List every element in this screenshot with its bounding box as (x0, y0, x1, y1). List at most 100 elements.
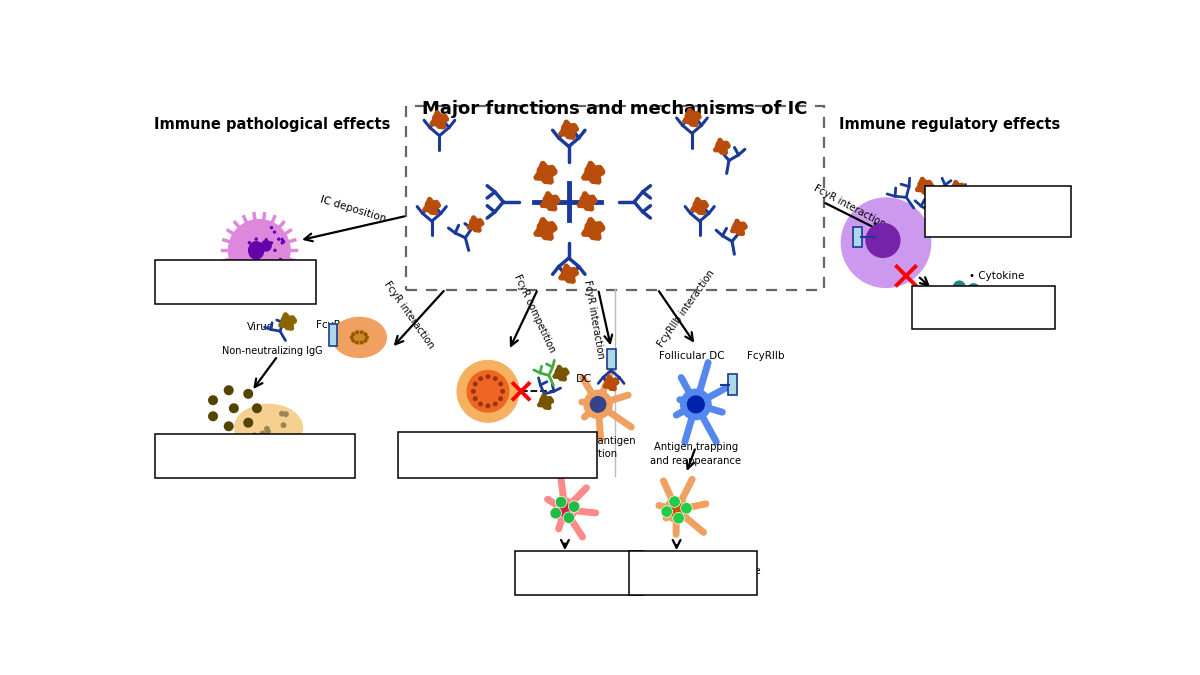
Circle shape (270, 241, 274, 244)
Circle shape (841, 198, 931, 288)
Circle shape (263, 271, 265, 274)
Polygon shape (683, 109, 701, 126)
Text: FcyR: FcyR (317, 320, 341, 330)
Circle shape (968, 284, 979, 296)
Text: IC deposition: IC deposition (319, 195, 388, 224)
Text: D.: D. (528, 566, 541, 576)
Circle shape (473, 381, 478, 387)
Circle shape (364, 339, 367, 342)
Circle shape (866, 223, 900, 257)
Text: F.: F. (924, 300, 935, 310)
Polygon shape (714, 138, 730, 155)
Circle shape (569, 501, 580, 512)
Circle shape (259, 431, 265, 437)
Polygon shape (534, 218, 557, 240)
Text: E.: E. (642, 566, 654, 576)
Polygon shape (553, 365, 569, 381)
Circle shape (281, 422, 287, 428)
Circle shape (269, 435, 275, 441)
Circle shape (208, 411, 218, 421)
Circle shape (550, 508, 562, 519)
Circle shape (281, 241, 284, 244)
Circle shape (688, 396, 704, 413)
Ellipse shape (235, 404, 302, 451)
Circle shape (954, 308, 965, 320)
Circle shape (271, 436, 277, 441)
FancyBboxPatch shape (853, 227, 862, 247)
Text: activation: activation (972, 219, 1024, 228)
Text: FcyRIIb interaction: FcyRIIb interaction (656, 268, 718, 348)
Circle shape (556, 496, 566, 508)
Polygon shape (949, 181, 965, 196)
Text: and reappearance: and reappearance (650, 456, 742, 466)
FancyBboxPatch shape (329, 324, 337, 346)
Circle shape (360, 330, 364, 334)
Text: FcyRIIb: FcyRIIb (748, 351, 785, 361)
Polygon shape (731, 219, 748, 236)
Text: Antibody response: Antibody response (660, 566, 761, 576)
Circle shape (264, 426, 270, 432)
Text: presentation: presentation (554, 450, 617, 460)
Circle shape (260, 244, 264, 247)
Text: enhancement: enhancement (642, 580, 714, 589)
Text: Virus: Virus (247, 323, 274, 332)
Circle shape (352, 332, 355, 336)
Circle shape (244, 418, 253, 428)
Polygon shape (467, 216, 484, 232)
Circle shape (277, 238, 281, 241)
Circle shape (958, 295, 968, 306)
Text: A.: A. (170, 275, 184, 285)
Circle shape (467, 371, 509, 412)
Circle shape (673, 512, 684, 524)
Circle shape (498, 396, 503, 401)
Circle shape (223, 385, 234, 396)
Text: inflammatory responses: inflammatory responses (924, 315, 1051, 325)
Circle shape (272, 265, 275, 268)
Circle shape (278, 258, 282, 261)
Text: B.: B. (170, 449, 182, 459)
Circle shape (954, 281, 965, 293)
Polygon shape (582, 218, 605, 240)
Circle shape (274, 248, 277, 252)
Text: Suppression of FcyR-dependent: Suppression of FcyR-dependent (428, 444, 587, 454)
Circle shape (974, 295, 985, 306)
Circle shape (272, 230, 276, 234)
Circle shape (500, 389, 505, 394)
Circle shape (680, 502, 692, 514)
Circle shape (942, 300, 954, 313)
Circle shape (283, 411, 289, 417)
Circle shape (280, 410, 284, 416)
Circle shape (558, 504, 571, 516)
Polygon shape (430, 111, 449, 129)
Circle shape (360, 341, 364, 344)
Text: FcyR interaction: FcyR interaction (582, 279, 605, 359)
Circle shape (242, 263, 245, 267)
Polygon shape (916, 178, 934, 194)
Circle shape (257, 248, 260, 251)
Circle shape (229, 403, 239, 413)
Text: Major functions and mechanisms of IC: Major functions and mechanisms of IC (422, 101, 808, 118)
Circle shape (244, 389, 253, 399)
Circle shape (584, 390, 612, 418)
Circle shape (282, 240, 286, 244)
Circle shape (473, 396, 478, 401)
Ellipse shape (248, 242, 264, 259)
Circle shape (470, 389, 475, 394)
FancyBboxPatch shape (629, 551, 757, 595)
Text: Tissue injury: Tissue injury (170, 290, 238, 299)
Circle shape (223, 421, 234, 431)
Circle shape (942, 289, 954, 300)
Circle shape (355, 341, 359, 344)
FancyBboxPatch shape (925, 186, 1070, 236)
Circle shape (272, 269, 276, 272)
FancyBboxPatch shape (398, 432, 598, 477)
Circle shape (247, 418, 253, 425)
Circle shape (268, 435, 274, 441)
Text: FcyR competition: FcyR competition (512, 273, 558, 354)
Text: enhancement (ADE): enhancement (ADE) (170, 462, 280, 472)
Polygon shape (559, 264, 578, 284)
Polygon shape (534, 161, 557, 184)
Polygon shape (278, 313, 296, 330)
Circle shape (252, 433, 257, 438)
FancyBboxPatch shape (728, 375, 738, 395)
